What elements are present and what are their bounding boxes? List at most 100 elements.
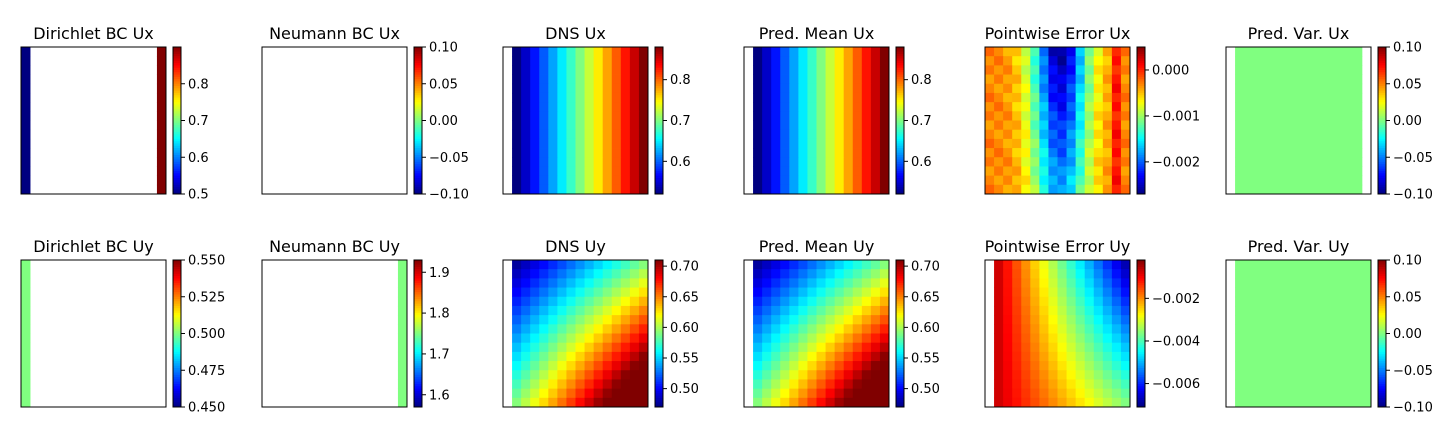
heatmap-cell xyxy=(1120,111,1131,121)
heatmap-cell xyxy=(1066,148,1077,158)
heatmap-cell xyxy=(1111,56,1122,66)
heatmap-cell xyxy=(1075,397,1086,408)
colorbar-segment xyxy=(173,317,181,321)
heatmap-cell xyxy=(798,315,808,325)
heatmap-cell xyxy=(843,342,854,353)
heatmap-cell xyxy=(1244,388,1254,399)
heatmap-cell xyxy=(1271,74,1281,85)
heatmap-cell xyxy=(1039,324,1049,334)
heatmap-cell xyxy=(593,278,604,288)
colorbar-segment xyxy=(414,187,422,190)
colorbar-segment xyxy=(1137,53,1145,57)
colorbar-segment xyxy=(1137,184,1145,188)
heatmap-cell xyxy=(771,388,781,399)
heatmap-cell xyxy=(1102,102,1113,112)
heatmap-cell xyxy=(852,278,863,288)
heatmap-cell xyxy=(1039,351,1049,362)
colorbar-segment xyxy=(173,136,181,140)
panel-frame xyxy=(261,259,408,408)
colorbar-segment xyxy=(655,90,663,94)
colorbar-segment xyxy=(1137,269,1145,272)
heatmap-cell xyxy=(762,379,772,390)
heatmap-cell xyxy=(521,92,531,103)
colorbar-segment xyxy=(173,127,181,131)
colorbar-segment xyxy=(896,338,904,341)
panel-title: Pointwise Error Ux xyxy=(985,24,1131,43)
heatmap-cell xyxy=(1084,388,1095,399)
heatmap-cell xyxy=(1343,305,1354,316)
colorbar-segment xyxy=(414,294,422,298)
heatmap-cell xyxy=(825,175,836,186)
heatmap-cell xyxy=(879,305,890,316)
colorbar-segment xyxy=(1137,138,1145,142)
colorbar-segment xyxy=(1378,51,1386,55)
heatmap-cell xyxy=(1021,83,1031,94)
colorbar-segment xyxy=(1137,88,1145,92)
colorbar-segment xyxy=(414,109,422,112)
heatmap-cell xyxy=(1244,351,1254,362)
heatmap-cell xyxy=(985,56,995,66)
colorbar-segment xyxy=(655,393,663,397)
heatmap-cell xyxy=(1093,397,1104,408)
colorbar-segment xyxy=(414,273,422,277)
colorbar-segment xyxy=(655,154,663,158)
colorbar-segment xyxy=(414,292,422,295)
heatmap-cell xyxy=(879,278,890,288)
heatmap-cell xyxy=(1084,296,1095,307)
heatmap-cell xyxy=(843,388,854,399)
colorbar-segment xyxy=(1378,349,1386,353)
colorbar-segment xyxy=(896,351,904,355)
heatmap-cell xyxy=(1111,120,1122,131)
heatmap-cell xyxy=(1003,379,1013,390)
heatmap-cell xyxy=(1334,111,1345,121)
heatmap-cell xyxy=(548,315,558,325)
heatmap-cell xyxy=(816,278,826,288)
heatmap-cell xyxy=(512,342,522,353)
heatmap-cell xyxy=(1334,102,1345,112)
heatmap-cell xyxy=(807,184,817,195)
heatmap-cell xyxy=(1325,92,1336,103)
colorbar-segment xyxy=(896,120,904,124)
colorbar-segment xyxy=(1137,154,1145,158)
heatmap-cell xyxy=(1280,111,1290,121)
heatmap-cell xyxy=(771,175,781,186)
heatmap-cell xyxy=(1235,278,1245,288)
heatmap-cell xyxy=(638,342,649,353)
colorbar-segment xyxy=(655,285,663,289)
colorbar-segment xyxy=(414,347,422,351)
heatmap-cell xyxy=(620,324,631,334)
heatmap-cell xyxy=(539,324,549,334)
heatmap-cell xyxy=(1325,315,1336,325)
heatmap-cell xyxy=(834,324,845,334)
heatmap-cell xyxy=(1235,342,1245,353)
heatmap-cell xyxy=(843,138,854,149)
colorbar-segment xyxy=(1378,184,1386,188)
colorbar-segment xyxy=(896,292,904,295)
heatmap-cell xyxy=(771,370,781,380)
heatmap-cell xyxy=(521,65,531,75)
heatmap-cell xyxy=(1298,184,1308,195)
heatmap-cell xyxy=(1093,342,1104,353)
colorbar-segment xyxy=(655,118,663,121)
heatmap-cell xyxy=(1048,92,1058,103)
heatmap-cell xyxy=(1352,92,1363,103)
colorbar-segment xyxy=(173,97,181,101)
heatmap-cell xyxy=(816,56,826,66)
colorbar-tick-label: 0.60 xyxy=(911,321,940,336)
heatmap-cell xyxy=(539,370,549,380)
heatmap-cell xyxy=(852,287,863,298)
heatmap-cell xyxy=(1361,287,1372,298)
heatmap-cell xyxy=(1084,370,1095,380)
heatmap-cell xyxy=(1343,92,1354,103)
colorbar-segment xyxy=(1137,315,1145,318)
heatmap-cell xyxy=(762,175,772,186)
colorbar-segment xyxy=(896,125,904,128)
heatmap-cell xyxy=(843,148,854,158)
colorbar-segment xyxy=(1137,161,1145,165)
heatmap-cell xyxy=(816,305,826,316)
colorbar-segment xyxy=(896,173,904,177)
heatmap-cell xyxy=(1021,166,1031,177)
heatmap-cell xyxy=(530,166,540,177)
heatmap-cell xyxy=(816,102,826,112)
